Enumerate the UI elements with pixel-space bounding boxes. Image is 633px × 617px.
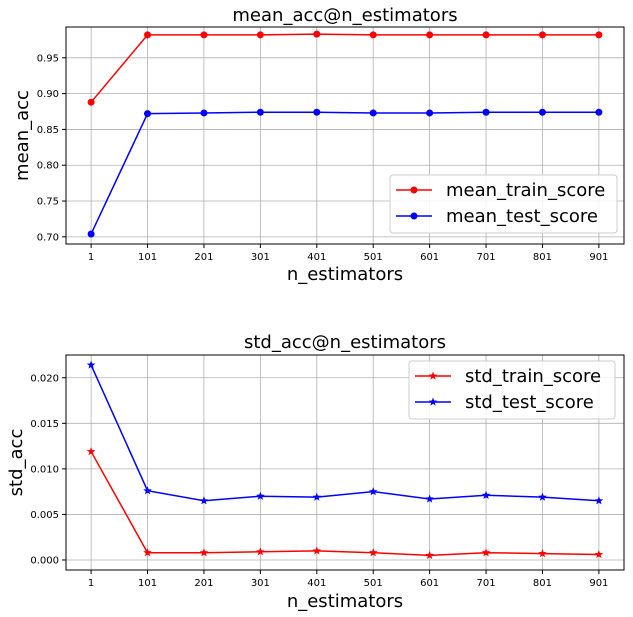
y-tick-label: 0.000 [30, 555, 59, 566]
x-tick-label: 901 [589, 252, 608, 263]
legend: mean_train_score mean_test_score [389, 174, 618, 234]
x-tick-label: 101 [138, 252, 157, 263]
x-tick-label: 301 [251, 578, 270, 589]
legend-marker-std_test_score [428, 397, 438, 406]
x-tick-label: 801 [533, 252, 552, 263]
y-tick-label: 0.005 [30, 510, 59, 521]
data-point-mean_train_score [369, 31, 377, 39]
chart-panel-1: 1 101 201 301 401 501 601 701 801 901 0.70 0.75 0.80… [12, 5, 625, 285]
data-point-mean_test_score [595, 108, 603, 116]
y-tick-label: 0.80 [37, 161, 59, 172]
data-point-std_train_score [425, 550, 434, 560]
data-point-std_train_score [538, 549, 547, 558]
legend-label: mean_train_score [446, 180, 605, 201]
plot-frame [65, 354, 625, 571]
x-tick-label: 301 [251, 252, 270, 263]
series-line-std_test_score [90, 364, 599, 502]
series-line-std_train_score [90, 451, 599, 557]
plot-frame [65, 26, 625, 245]
chart-title: std_acc@n_estimators [244, 332, 446, 353]
data-point-std_train_score [368, 548, 378, 557]
data-point-std_test_score [368, 487, 378, 496]
y-tick-label: 0.015 [30, 419, 59, 430]
data-point-std_test_score [594, 496, 604, 505]
data-point-std_train_score [594, 550, 604, 559]
legend-label: mean_test_score [446, 206, 598, 227]
data-point-std_train_score [256, 547, 265, 556]
x-tick-label: 501 [364, 578, 383, 589]
data-point-std_test_score [86, 360, 96, 369]
data-point-mean_train_score [87, 98, 95, 106]
x-tick-label: 801 [533, 578, 552, 589]
data-point-std_train_score [481, 548, 491, 557]
y-tick-label: 0.75 [37, 197, 59, 208]
x-tick-label: 1 [88, 578, 94, 589]
data-point-mean_test_score [313, 108, 321, 116]
data-point-std_test_score [143, 486, 152, 495]
legend-marker-mean_train_score [410, 186, 418, 194]
data-point-std_train_score [199, 548, 209, 557]
x-tick-label: 601 [420, 578, 439, 589]
x-tick-label: 701 [477, 578, 496, 589]
x-tick-label: 601 [420, 252, 439, 263]
x-tick-label: 901 [589, 578, 608, 589]
x-tick-label: 1 [88, 252, 94, 263]
y-axis-label: std_acc [6, 429, 27, 497]
data-point-std_test_score [256, 491, 265, 500]
data-point-mean_train_score [426, 31, 434, 39]
data-point-mean_test_score [482, 108, 490, 116]
data-point-mean_train_score [538, 31, 546, 39]
x-tick-label: 101 [138, 578, 157, 589]
data-point-std_train_score [312, 546, 322, 555]
y-tick-label: 0.95 [37, 53, 59, 64]
x-tick-label: 701 [477, 252, 496, 263]
data-point-mean_test_score [144, 110, 152, 118]
data-point-mean_test_score [87, 230, 95, 238]
y-tick-label: 0.85 [37, 125, 59, 136]
data-point-mean_test_score [369, 109, 377, 117]
data-point-mean_test_score [426, 109, 434, 117]
legend: std_train_score std_test_score [408, 360, 616, 420]
x-axis-label: n_estimators [287, 591, 403, 612]
y-tick-label: 0.020 [30, 373, 59, 384]
data-point-mean_test_score [538, 108, 546, 116]
legend-box [389, 174, 618, 234]
x-tick-label: 401 [307, 578, 326, 589]
data-point-std_test_score [425, 494, 434, 503]
y-tick-label: 0.010 [30, 464, 59, 475]
data-point-std_test_score [538, 492, 547, 501]
series-line-mean_test_score [90, 111, 599, 235]
data-point-mean_train_score [144, 31, 152, 39]
data-point-mean_train_score [200, 31, 208, 39]
chart-title: mean_acc@n_estimators [232, 5, 457, 26]
x-tick-label: 201 [194, 252, 213, 263]
y-axis-label: mean_acc [12, 90, 33, 181]
x-axis-label: n_estimators [287, 264, 403, 285]
y-tick-label: 0.90 [37, 89, 59, 100]
data-point-mean_train_score [313, 30, 321, 38]
data-point-mean_train_score [256, 31, 264, 39]
legend-marker-std_train_score [428, 371, 438, 380]
chart-panel-2: 1 101 201 301 401 501 601 701 801 901 0.000 0.005 0.… [6, 332, 625, 612]
data-point-std_test_score [481, 490, 491, 499]
data-point-std_test_score [199, 496, 209, 505]
x-tick-label: 201 [194, 578, 213, 589]
data-point-mean_train_score [482, 31, 490, 39]
x-tick-label: 501 [364, 252, 383, 263]
legend-marker-mean_test_score [410, 212, 418, 220]
data-point-mean_test_score [200, 109, 208, 117]
legend-label: std_train_score [465, 366, 601, 387]
data-point-std_train_score [86, 447, 96, 456]
data-point-mean_test_score [256, 108, 264, 116]
legend-box [408, 360, 616, 420]
legend-label: std_test_score [465, 392, 594, 413]
x-tick-label: 401 [307, 252, 326, 263]
data-point-std_train_score [143, 548, 152, 557]
data-point-std_test_score [312, 492, 322, 501]
series-line-mean_train_score [90, 33, 599, 103]
y-tick-label: 0.70 [37, 232, 59, 243]
data-point-mean_train_score [595, 31, 603, 39]
